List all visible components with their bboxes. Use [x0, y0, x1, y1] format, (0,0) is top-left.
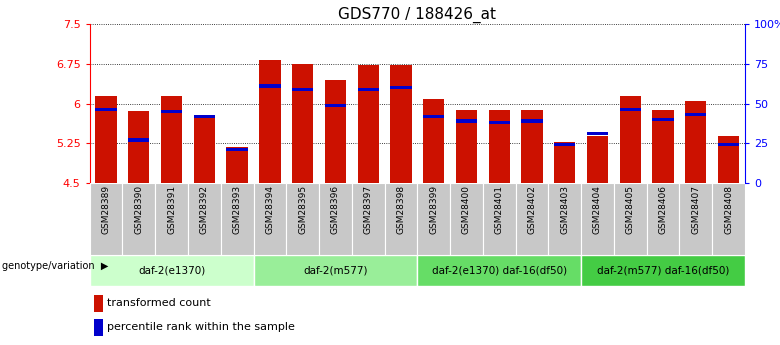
- Text: daf-2(m577) daf-16(df50): daf-2(m577) daf-16(df50): [597, 266, 729, 276]
- Bar: [587, 132, 608, 135]
- Bar: [390, 86, 412, 89]
- Bar: [521, 119, 543, 122]
- Bar: [423, 99, 445, 183]
- Bar: [352, 183, 385, 255]
- Text: GSM28398: GSM28398: [396, 185, 406, 234]
- Bar: [718, 136, 739, 183]
- Bar: [357, 88, 379, 91]
- Text: GSM28394: GSM28394: [265, 185, 275, 234]
- Bar: [188, 183, 221, 255]
- Text: GSM28399: GSM28399: [429, 185, 438, 234]
- Bar: [254, 255, 417, 286]
- Text: GSM28407: GSM28407: [691, 185, 700, 234]
- Text: percentile rank within the sample: percentile rank within the sample: [108, 322, 295, 332]
- Text: GSM28397: GSM28397: [363, 185, 373, 234]
- Bar: [647, 183, 679, 255]
- Text: GSM28404: GSM28404: [593, 185, 602, 234]
- Bar: [417, 183, 450, 255]
- Bar: [292, 88, 314, 91]
- Bar: [161, 96, 183, 183]
- Bar: [161, 110, 183, 113]
- Bar: [94, 319, 103, 336]
- Bar: [193, 115, 215, 118]
- Bar: [679, 183, 712, 255]
- Text: GSM28406: GSM28406: [658, 185, 668, 234]
- Bar: [122, 183, 155, 255]
- Bar: [488, 121, 510, 124]
- Bar: [554, 141, 576, 183]
- Text: GSM28389: GSM28389: [101, 185, 111, 234]
- Bar: [488, 110, 510, 183]
- Bar: [417, 255, 581, 286]
- Bar: [254, 183, 286, 255]
- Text: daf-2(e1370) daf-16(df50): daf-2(e1370) daf-16(df50): [431, 266, 567, 276]
- Bar: [324, 80, 346, 183]
- Text: GSM28401: GSM28401: [495, 185, 504, 234]
- Bar: [652, 110, 674, 183]
- Text: GSM28393: GSM28393: [232, 185, 242, 234]
- Text: GSM28400: GSM28400: [462, 185, 471, 234]
- Bar: [226, 147, 248, 183]
- Bar: [95, 108, 117, 111]
- Bar: [286, 183, 319, 255]
- Text: GSM28405: GSM28405: [626, 185, 635, 234]
- Bar: [685, 113, 707, 116]
- Text: GSM28395: GSM28395: [298, 185, 307, 234]
- Bar: [128, 138, 150, 141]
- Text: transformed count: transformed count: [108, 298, 211, 308]
- Bar: [581, 183, 614, 255]
- Bar: [450, 183, 483, 255]
- Text: GSM28391: GSM28391: [167, 185, 176, 234]
- Bar: [718, 143, 739, 146]
- Bar: [554, 143, 576, 146]
- Bar: [385, 183, 417, 255]
- Text: GSM28408: GSM28408: [724, 185, 733, 234]
- Bar: [423, 115, 445, 118]
- Bar: [619, 96, 641, 183]
- Bar: [619, 108, 641, 111]
- Bar: [587, 136, 608, 183]
- Bar: [390, 65, 412, 183]
- Text: genotype/variation  ▶: genotype/variation ▶: [2, 261, 108, 271]
- Bar: [90, 183, 122, 255]
- Bar: [324, 104, 346, 107]
- Bar: [712, 183, 745, 255]
- Bar: [357, 65, 379, 183]
- Bar: [652, 118, 674, 121]
- Text: GSM28396: GSM28396: [331, 185, 340, 234]
- Bar: [94, 295, 103, 312]
- Bar: [456, 119, 477, 122]
- Bar: [259, 60, 281, 183]
- Text: GSM28392: GSM28392: [200, 185, 209, 234]
- Text: GSM28390: GSM28390: [134, 185, 144, 234]
- Bar: [193, 115, 215, 183]
- Bar: [90, 255, 254, 286]
- Bar: [685, 101, 707, 183]
- Bar: [155, 183, 188, 255]
- Text: daf-2(e1370): daf-2(e1370): [138, 266, 205, 276]
- Bar: [128, 111, 150, 183]
- Title: GDS770 / 188426_at: GDS770 / 188426_at: [339, 7, 496, 23]
- Bar: [483, 183, 516, 255]
- Text: GSM28402: GSM28402: [527, 185, 537, 234]
- Bar: [226, 148, 248, 151]
- Bar: [521, 110, 543, 183]
- Text: GSM28403: GSM28403: [560, 185, 569, 234]
- Bar: [456, 110, 477, 183]
- Bar: [548, 183, 581, 255]
- Bar: [221, 183, 254, 255]
- Text: daf-2(m577): daf-2(m577): [303, 266, 367, 276]
- Bar: [95, 96, 117, 183]
- Bar: [581, 255, 745, 286]
- Bar: [319, 183, 352, 255]
- Bar: [516, 183, 548, 255]
- Bar: [259, 85, 281, 88]
- Bar: [292, 64, 314, 183]
- Bar: [614, 183, 647, 255]
